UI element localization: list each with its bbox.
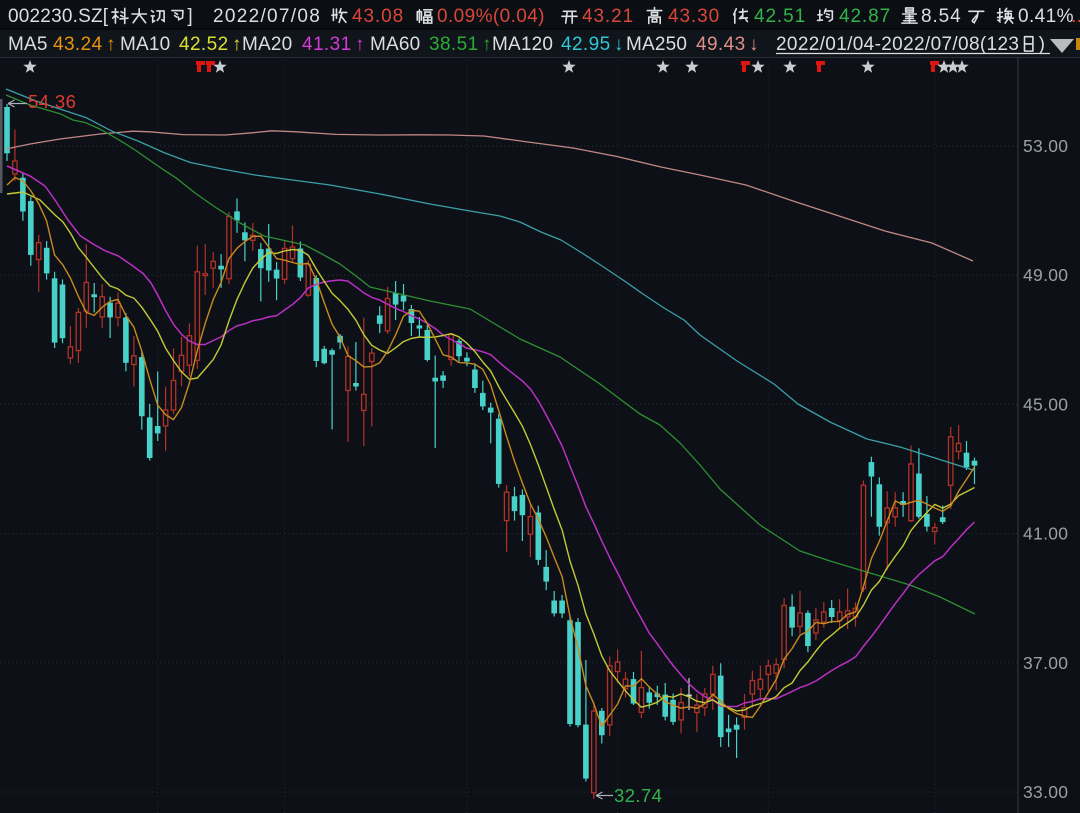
svg-text:↑: ↑	[482, 34, 492, 55]
svg-text:42.52: 42.52	[179, 34, 229, 55]
svg-text:8.54: 8.54	[921, 6, 962, 27]
svg-text:002230.SZ[: 002230.SZ[	[8, 6, 109, 27]
svg-text:MA20: MA20	[242, 34, 292, 55]
svg-text:2022/07/08: 2022/07/08	[213, 6, 321, 27]
svg-text:]: ]	[187, 6, 192, 27]
svg-text:49.43: 49.43	[696, 34, 746, 55]
svg-text:45.00: 45.00	[1023, 394, 1068, 414]
svg-text:↑: ↑	[106, 34, 116, 55]
svg-text:): )	[1039, 34, 1046, 55]
svg-text:37.00: 37.00	[1023, 653, 1068, 673]
svg-text:MA120: MA120	[492, 34, 553, 55]
svg-text:↑: ↑	[232, 34, 242, 55]
svg-text:33.00: 33.00	[1023, 782, 1068, 802]
svg-text:42.95: 42.95	[561, 34, 611, 55]
svg-text:0.09%(0.04): 0.09%(0.04)	[437, 6, 545, 27]
svg-text:41.31: 41.31	[302, 34, 352, 55]
svg-text:MA5: MA5	[8, 34, 48, 55]
svg-text:43.21: 43.21	[582, 6, 634, 27]
svg-text:43.30: 43.30	[668, 6, 720, 27]
svg-text:MA10: MA10	[120, 34, 170, 55]
svg-text:32.74: 32.74	[614, 785, 662, 806]
svg-text:53.00: 53.00	[1023, 136, 1068, 156]
svg-text:..: ..	[1071, 6, 1080, 27]
svg-text:41.00: 41.00	[1023, 524, 1068, 544]
svg-text:43.08: 43.08	[352, 6, 404, 27]
svg-text:38.51: 38.51	[429, 34, 479, 55]
svg-text:0.41%: 0.41%	[1018, 6, 1074, 27]
svg-text:43.24: 43.24	[53, 34, 103, 55]
svg-text:42.87: 42.87	[839, 6, 891, 27]
svg-text:↓: ↓	[614, 34, 624, 55]
svg-text:↓: ↓	[749, 34, 759, 55]
svg-text:MA250: MA250	[626, 34, 687, 55]
svg-text:2022/01/04-2022/07/08(123: 2022/01/04-2022/07/08(123	[776, 34, 1019, 55]
svg-text:49.00: 49.00	[1023, 265, 1068, 285]
svg-text:42.51: 42.51	[754, 6, 806, 27]
svg-text:MA60: MA60	[370, 34, 420, 55]
svg-text:↑: ↑	[355, 34, 365, 55]
svg-text:54.36: 54.36	[28, 91, 76, 112]
